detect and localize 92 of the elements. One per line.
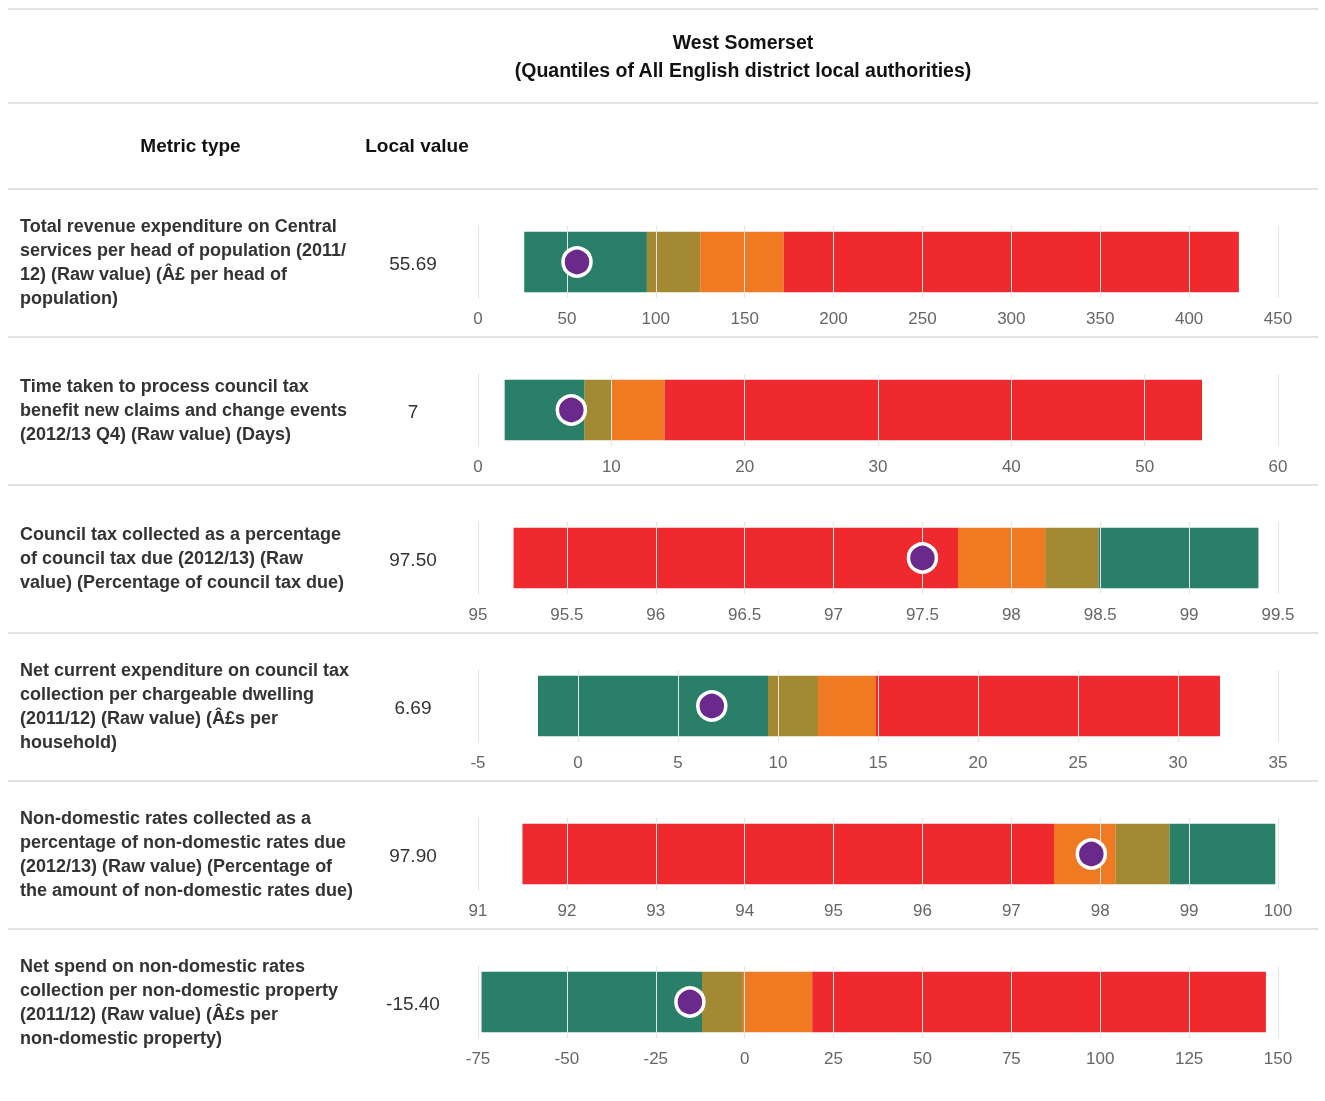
- x-tick-label: 100: [641, 309, 670, 328]
- text: Local value: [364, 134, 470, 158]
- bar: [522, 823, 1054, 885]
- x-tick-label: 98.5: [1083, 605, 1117, 624]
- x-tick-label: 450: [1263, 309, 1293, 328]
- x-tick-label: 94: [735, 901, 755, 920]
- y-tick-label: Net current expenditure on council tax collection per chargeable dwelling (2011/12) (Raw value) (Â£s per household): [20, 660, 355, 752]
- x-tick-label: 96: [912, 901, 932, 920]
- y-tick-label: Council tax collected as a percentage of council tax due (2012/13) (Raw value) (Percentage of council tax due): [20, 524, 347, 592]
- x-tick-label: 35: [1268, 753, 1288, 772]
- x-tick-label: 0: [473, 457, 483, 476]
- bar: [646, 231, 701, 293]
- bar: [783, 231, 1239, 293]
- bar: [876, 675, 1220, 737]
- x-tick-label: 10: [601, 457, 621, 476]
- x-tick-label: 98: [1090, 901, 1110, 920]
- x-tick-label: 0: [573, 753, 583, 772]
- bar: [700, 231, 784, 293]
- x-tick-label: 0: [473, 309, 483, 328]
- x-tick-label: 10: [768, 753, 788, 772]
- text: 6.69: [394, 696, 432, 718]
- y-tick-label: Time taken to process council tax benefit new claims and change events (2012/13 Q4) (Raw value) (Days): [20, 376, 353, 444]
- x-tick-label: 100: [1263, 901, 1293, 920]
- bar: [742, 971, 813, 1033]
- x-tick-label: 30: [1168, 753, 1188, 772]
- x-tick-label: 30: [868, 457, 888, 476]
- bar: [958, 527, 1046, 589]
- x-tick-label: -75: [465, 1049, 491, 1068]
- text: Metric type: [139, 135, 242, 157]
- bar: [812, 971, 1266, 1033]
- bar: [702, 971, 743, 1033]
- text: 7: [407, 400, 419, 422]
- x-tick-label: 150: [730, 309, 759, 328]
- x-tick-label: 400: [1174, 309, 1204, 328]
- x-tick-label: 125: [1174, 1049, 1204, 1068]
- x-tick-label: 91: [468, 901, 488, 920]
- y-tick-label: Net spend on non-domestic rates collection per non-domestic property (2011/12) (Raw value) (Â£s per non-domestic property): [20, 956, 344, 1048]
- x-tick-label: 100: [1086, 1049, 1115, 1068]
- text: 97.90: [389, 844, 437, 866]
- x-tick-label: 92: [557, 901, 577, 920]
- x-tick-label: 150: [1263, 1049, 1293, 1068]
- x-tick-label: 99.5: [1261, 605, 1295, 624]
- y-tick-label: Non-domestic rates collected as a percentage of non-domestic rates due (2012/13) (Raw value) (Percentage of the amount of non-domestic rates due): [20, 808, 354, 900]
- x-tick-label: 40: [1001, 457, 1021, 476]
- x-tick-label: 97.5: [905, 605, 939, 624]
- x-tick-label: 98: [1001, 605, 1021, 624]
- bar: [818, 675, 876, 737]
- x-tick-label: 99: [1179, 901, 1199, 920]
- bar: [611, 379, 665, 441]
- x-tick-label: 300: [997, 309, 1026, 328]
- x-tick-label: 50: [1135, 457, 1155, 476]
- x-tick-label: 95: [468, 605, 488, 624]
- x-tick-label: 25: [1068, 753, 1088, 772]
- x-tick-label: -50: [554, 1049, 580, 1068]
- text: 97.50: [389, 548, 437, 570]
- y-tick-label: Total revenue expenditure on Central services per head of population (2011/12) (Raw value) (Â£ per head of population): [20, 216, 347, 308]
- x-tick-label: 95.5: [550, 605, 584, 624]
- x-tick-label: 96: [646, 605, 666, 624]
- x-tick-label: 15: [868, 753, 888, 772]
- x-tick-label: 96.5: [728, 605, 762, 624]
- x-tick-label: 20: [735, 457, 755, 476]
- x-tick-label: 250: [908, 309, 937, 328]
- x-tick-label: 50: [557, 309, 577, 328]
- bar: [1169, 823, 1276, 885]
- x-tick-label: 25: [824, 1049, 844, 1068]
- bar: [481, 971, 702, 1033]
- bar: [538, 675, 768, 737]
- x-tick-label: 97: [1001, 901, 1021, 920]
- x-tick-label: 75: [1001, 1049, 1021, 1068]
- x-tick-label: 20: [968, 753, 988, 772]
- x-tick-label: 99: [1179, 605, 1199, 624]
- bar: [1098, 527, 1259, 589]
- x-tick-label: 200: [819, 309, 848, 328]
- text: 55.69: [389, 252, 437, 274]
- x-tick-label: 93: [646, 901, 666, 920]
- bar: [1115, 823, 1170, 885]
- x-tick-label: 0: [739, 1049, 750, 1068]
- text: -15.40: [386, 992, 440, 1014]
- bar: [768, 675, 818, 737]
- bar: [513, 527, 958, 589]
- x-tick-label: 50: [912, 1049, 932, 1068]
- x-tick-label: -25: [643, 1049, 669, 1068]
- x-tick-label: 350: [1086, 309, 1115, 328]
- x-tick-label: 95: [824, 901, 844, 920]
- bar: [664, 379, 1202, 441]
- text: West Somerset (Quantiles of All English district local authorities): [514, 30, 972, 83]
- bar: [584, 379, 612, 441]
- x-tick-label: -5: [470, 753, 486, 772]
- x-tick-label: 97: [824, 605, 844, 624]
- x-tick-label: 60: [1268, 457, 1288, 476]
- x-tick-label: 5: [673, 753, 683, 772]
- bar: [1045, 527, 1099, 589]
